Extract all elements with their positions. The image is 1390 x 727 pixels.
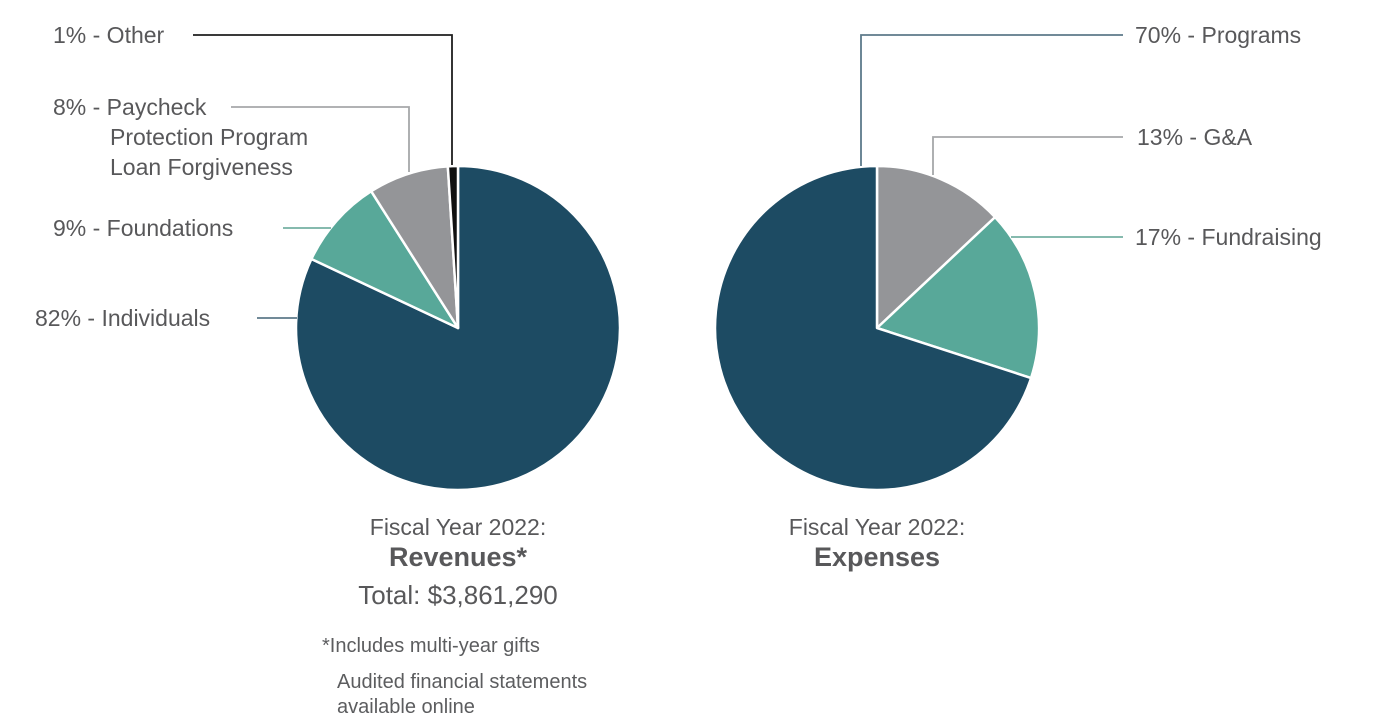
footnote-audited-statements: Audited financial statements available o… — [337, 671, 588, 718]
leader-line-other — [193, 34, 453, 165]
slice-expenses-programs — [713, 164, 1033, 492]
footnote-multi-year-gifts: *Includes multi-year gifts — [322, 635, 540, 657]
leader-line-ga — [932, 136, 1123, 175]
callout-label-foundations: 9% - Foundations — [53, 215, 234, 241]
leader-line-programs — [860, 34, 1123, 166]
callout-label-fundraising: 17% - Fundraising — [1135, 224, 1322, 250]
callout-label-programs: 70% - Programs — [1135, 22, 1302, 48]
pie-revenues — [294, 164, 622, 492]
expenses-caption: Fiscal Year 2022: Expenses — [727, 514, 1027, 573]
revenues-total: Total: $3,861,290 — [358, 580, 558, 610]
callout-label-other: 1% - Other — [53, 22, 165, 48]
pie-expenses — [713, 164, 1041, 492]
slice-expenses-g-a — [875, 164, 997, 330]
callout-label-individuals: 82% - Individuals — [35, 305, 211, 331]
slice-expenses-fundraising — [875, 215, 1041, 380]
expenses-caption-subtitle: Expenses — [813, 542, 941, 572]
revenues-caption-title: Fiscal Year 2022: — [369, 514, 547, 540]
slice-revenues-foundations — [310, 189, 460, 330]
expenses-caption-title: Fiscal Year 2022: — [788, 514, 966, 540]
revenues-caption-subtitle: Revenues* — [388, 542, 528, 572]
leader-line-ppp — [231, 106, 410, 172]
callout-label-ppp: 8% - Paycheck Protection Program Loan Fo… — [53, 94, 309, 180]
revenues-caption: Fiscal Year 2022: Revenues* Total: $3,86… — [308, 514, 608, 610]
callout-label-ga: 13% - G&A — [1137, 124, 1253, 150]
slice-revenues-other — [446, 164, 460, 330]
